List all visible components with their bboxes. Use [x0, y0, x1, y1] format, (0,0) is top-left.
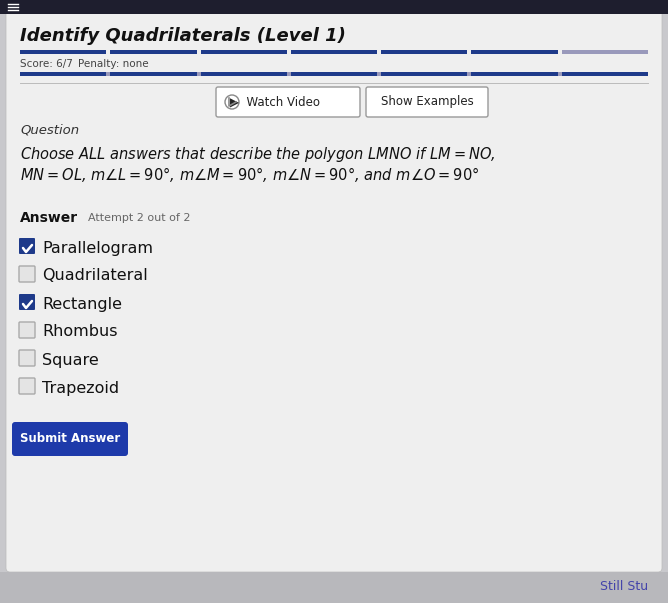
Text: Penalty: none: Penalty: none — [78, 59, 148, 69]
Text: Question: Question — [20, 124, 79, 136]
Bar — [200, 72, 287, 76]
Text: Rhombus: Rhombus — [42, 324, 118, 339]
FancyBboxPatch shape — [19, 350, 35, 366]
Text: Identify Quadrilaterals (Level 1): Identify Quadrilaterals (Level 1) — [20, 27, 346, 45]
Bar — [110, 72, 196, 76]
Text: Quadrilateral: Quadrilateral — [42, 268, 148, 283]
Text: ▶  Watch Video: ▶ Watch Video — [230, 95, 320, 109]
FancyBboxPatch shape — [216, 87, 360, 117]
Text: Square: Square — [42, 353, 99, 367]
Bar — [20, 72, 648, 76]
Bar — [381, 50, 468, 54]
Bar — [472, 50, 558, 54]
Bar — [291, 50, 377, 54]
Bar — [110, 50, 196, 54]
Text: Choose ALL answers that describe the polygon $LMNO$ if $LM = NO$,: Choose ALL answers that describe the pol… — [20, 145, 496, 163]
Bar — [562, 72, 648, 76]
Text: Score: 6/7: Score: 6/7 — [20, 59, 73, 69]
FancyBboxPatch shape — [19, 238, 35, 254]
Bar — [20, 72, 106, 76]
FancyBboxPatch shape — [12, 422, 128, 456]
FancyBboxPatch shape — [19, 266, 35, 282]
FancyBboxPatch shape — [19, 322, 35, 338]
Text: Trapezoid: Trapezoid — [42, 380, 119, 396]
Circle shape — [225, 95, 239, 109]
Bar — [381, 72, 468, 76]
Bar — [110, 50, 196, 54]
Text: Answer: Answer — [20, 211, 78, 225]
Bar — [291, 72, 377, 76]
Bar — [0, 0, 668, 14]
FancyBboxPatch shape — [6, 6, 662, 572]
Bar — [291, 50, 377, 54]
FancyBboxPatch shape — [19, 378, 35, 394]
Text: Parallelogram: Parallelogram — [42, 241, 153, 256]
Bar — [0, 572, 668, 603]
Text: $MN = OL$, m$\angle L = 90°$, m$\angle M = 90°$, m$\angle N = 90°$, and m$\angle: $MN = OL$, m$\angle L = 90°$, m$\angle M… — [20, 165, 479, 183]
Bar — [200, 50, 287, 54]
FancyBboxPatch shape — [19, 294, 35, 310]
Bar — [472, 50, 558, 54]
Text: Attempt 2 out of 2: Attempt 2 out of 2 — [88, 213, 190, 223]
Bar — [472, 72, 558, 76]
Text: Rectangle: Rectangle — [42, 297, 122, 312]
Text: Still Stu: Still Stu — [600, 581, 648, 593]
Bar — [562, 50, 648, 54]
Bar — [20, 50, 106, 54]
Text: Show Examples: Show Examples — [381, 95, 474, 109]
Bar — [20, 50, 106, 54]
Text: Submit Answer: Submit Answer — [20, 432, 120, 446]
Bar — [200, 50, 287, 54]
FancyBboxPatch shape — [366, 87, 488, 117]
Bar — [381, 50, 468, 54]
